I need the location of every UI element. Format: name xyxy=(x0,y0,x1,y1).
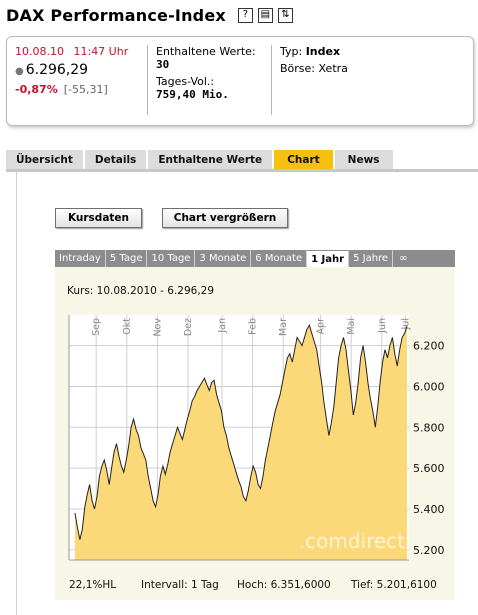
volume-label: Tages-Vol.: xyxy=(156,75,215,88)
month-label: Nov xyxy=(152,318,163,337)
range-tab-intraday[interactable]: Intraday xyxy=(55,250,106,267)
price-chart: Sep Okt Nov Dez Jan Feb Mar Apr Mai Jun Jul .comdir… xyxy=(68,315,445,561)
range-tab-5-tage[interactable]: 5 Tage xyxy=(106,250,148,267)
range-tab-max[interactable]: ∞ xyxy=(399,253,408,264)
tab-chart[interactable]: Chart xyxy=(274,150,333,169)
range-tab-3-monate[interactable]: 3 Monate xyxy=(195,250,252,267)
change-absolute: [-55,31] xyxy=(63,83,108,96)
range-tab-1-jahr[interactable]: 1 Jahr xyxy=(307,250,350,267)
quote-price-column: 10.08.10 11:47 Uhr ● 6.296,29 -0,87% [-55,… xyxy=(15,45,145,115)
type-value: Index xyxy=(305,45,341,58)
quote-info-box: 10.08.10 11:47 Uhr ● 6.296,29 -0,87% [-55,… xyxy=(6,36,474,126)
chart-panel: Kurs: 10.08.2010 - 6.296,29 Sep Okt Nov Dez… xyxy=(55,267,455,600)
kursdaten-button[interactable]: Kursdaten xyxy=(55,208,142,228)
quote-price: 6.296,29 xyxy=(25,62,89,78)
change-percent: -0,87% xyxy=(15,83,58,96)
price-line xyxy=(74,323,408,540)
bullet-icon: ● xyxy=(15,66,24,77)
chart-stats: 22,1%HL Intervall: 1 Tag Hoch: 6.351,600… xyxy=(69,579,437,591)
range-tab-6-monate[interactable]: 6 Monate xyxy=(251,250,308,267)
exchange-value: Xetra xyxy=(318,62,348,75)
tab-details[interactable]: Details xyxy=(84,150,147,169)
y-tick-label: 6.000 xyxy=(413,380,445,393)
month-label: Okt xyxy=(122,318,133,335)
y-tick-label: 5.600 xyxy=(413,462,445,475)
tab-enthaltene-werte[interactable]: Enthaltene Werte xyxy=(148,150,273,169)
main-tabs: Übersicht Details Enthaltene Werte Chart… xyxy=(6,150,393,169)
y-tick-label: 5.400 xyxy=(413,503,445,516)
month-label: Jan xyxy=(217,318,228,334)
y-tick-label: 5.800 xyxy=(413,421,445,434)
y-tick-label: 5.200 xyxy=(413,544,445,557)
stat-interval: Intervall: 1 Tag xyxy=(141,579,219,591)
month-label: Mar xyxy=(278,318,289,336)
chart-title: Kurs: 10.08.2010 - 6.296,29 xyxy=(67,285,215,297)
constituents-value: 30 xyxy=(156,58,170,71)
stat-high: Hoch: 6.351,6000 xyxy=(237,579,331,591)
month-label: Apr xyxy=(316,318,327,335)
enlarge-chart-button[interactable]: Chart vergrößern xyxy=(162,208,288,228)
price-area xyxy=(75,325,407,560)
time-range-tabs: Intraday 5 Tage 10 Tage 3 Monate 6 Monat… xyxy=(55,250,455,267)
volume-value: 759,40 Mio. xyxy=(156,88,229,101)
header: DAX Performance-Index ? ▤ ⇅ xyxy=(6,4,293,26)
page-title: DAX Performance-Index xyxy=(6,5,226,25)
month-label: Mai xyxy=(346,318,357,335)
type-label: Typ: xyxy=(280,45,303,58)
tab-divider xyxy=(6,169,478,172)
month-label: Jun xyxy=(377,318,388,334)
quote-volume-column: Enthaltene Werte: 30 Tages-Vol.: 759,40 … xyxy=(147,45,269,115)
range-tab-10-tage[interactable]: 10 Tage xyxy=(147,250,196,267)
exchange-label: Börse: xyxy=(280,62,316,75)
range-tab-5-jahre[interactable]: 5 Jahre xyxy=(349,250,394,267)
month-label: Jul xyxy=(401,318,412,330)
stat-low: Tief: 5.201,6100 xyxy=(351,579,437,591)
help-icon[interactable]: ? xyxy=(237,7,253,23)
quote-type-column: Typ: Index Börse: Xetra xyxy=(271,45,461,115)
tab-uebersicht[interactable]: Übersicht xyxy=(6,150,83,169)
watermark: .comdirect xyxy=(299,529,405,553)
refresh-icon[interactable]: ⇅ xyxy=(277,7,293,23)
month-label: Sep xyxy=(91,318,102,336)
quote-time: 11:47 Uhr xyxy=(73,45,129,58)
print-icon[interactable]: ▤ xyxy=(257,7,273,23)
quote-date: 10.08.10 xyxy=(15,45,64,58)
tab-content-area xyxy=(16,172,478,615)
month-label: Feb xyxy=(248,318,259,335)
y-tick-label: 6.200 xyxy=(413,340,445,353)
tab-news[interactable]: News xyxy=(334,150,393,169)
stat-hl: 22,1%HL xyxy=(69,579,117,591)
constituents-label: Enthaltene Werte: xyxy=(156,45,256,58)
month-label: Dez xyxy=(183,318,194,336)
